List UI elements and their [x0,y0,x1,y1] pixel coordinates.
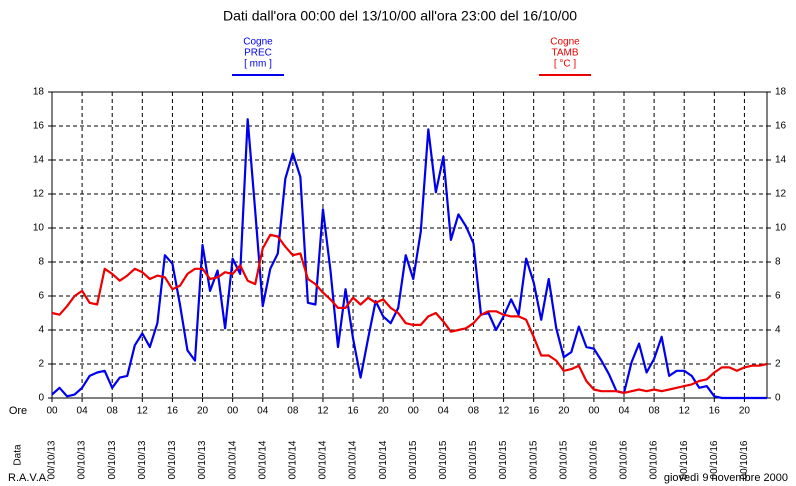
x-tick-label: 08 [649,406,661,417]
x-tick-date: 00/10/15 [558,440,569,479]
y2-tick-label: 6 [775,291,781,302]
x-tick-date: 00/10/15 [408,440,419,479]
x-tick-label: 00 [227,406,239,417]
y2-tick-label: 16 [775,121,787,132]
x-tick-label: 20 [558,406,570,417]
x-tick-label: 08 [107,406,119,417]
y-tick-label: 6 [38,291,44,302]
x-tick-label: 00 [408,406,420,417]
y2-tick-label: 2 [775,359,781,370]
y-tick-label: 12 [33,189,45,200]
x-tick-date: 00/10/16 [619,440,630,479]
x-tick-date: 00/10/13 [167,440,178,479]
x-tick-date: 00/10/13 [47,440,58,479]
x-tick-label: 04 [257,406,269,417]
y-tick-label: 8 [38,257,44,268]
legend-name: Cogne [243,37,273,48]
x-tick-label: 16 [167,406,179,417]
x-tick-label: 04 [618,406,630,417]
x-tick-date: 00/10/16 [679,440,690,479]
x-tick-label: 04 [438,406,450,417]
x-tick-date: 00/10/16 [589,440,600,479]
y2-tick-label: 10 [775,223,787,234]
x-tick-date: 00/10/15 [498,440,509,479]
series-line [51,118,767,400]
x-tick-date: 00/10/16 [739,440,750,479]
series-line [51,233,768,394]
y-tick-label: 16 [33,121,45,132]
plot-frame [51,91,768,399]
legend-variable: TAMB [551,48,578,59]
x-tick-label: 08 [287,406,299,417]
y-tick-label: 18 [33,87,45,98]
x-tick-date: 00/10/13 [197,440,208,479]
x-tick-label: 16 [347,406,359,417]
y2-tick-label: 4 [775,325,781,336]
footer-right: giovedì 9 novembre 2000 [664,472,788,484]
x-tick-label: 08 [468,406,480,417]
x-tick-date: 00/10/14 [318,440,329,479]
x-tick-date: 00/10/13 [77,440,88,479]
y2-tick-label: 12 [775,189,787,200]
x-tick-label: 20 [197,406,209,417]
x-tick-label: 00 [588,406,600,417]
x-tick-label: 16 [709,406,721,417]
x-tick-label: 16 [528,406,540,417]
x-tick-date: 00/10/14 [378,440,389,479]
x-tick-date: 00/10/13 [107,440,118,479]
y2-tick-label: 8 [775,257,781,268]
x-tick-date: 00/10/13 [137,440,148,479]
x-tick-date: 00/10/15 [468,440,479,479]
y2-tick-label: 14 [775,155,787,166]
x-tick-date: 00/10/14 [227,440,238,479]
x-tick-label: 12 [317,406,329,417]
x-tick-date: 00/10/14 [287,440,298,479]
x-tick-label: 20 [378,406,390,417]
x-tick-label: 04 [77,406,89,417]
x-tick-date: 00/10/14 [348,440,359,479]
x-tick-label: 12 [137,406,149,417]
y-tick-label: 2 [38,359,44,370]
footer-left: R.A.V.A. [8,472,49,484]
x-tick-date: 00/10/14 [257,440,268,479]
y-tick-label: 4 [38,325,44,336]
x-tick-date: 00/10/15 [438,440,449,479]
x-tick-label: 20 [739,406,751,417]
y-tick-label: 10 [33,223,45,234]
legend-name: Cogne [550,37,580,48]
x-tick-date: 00/10/16 [649,440,660,479]
x-tick-date: 00/10/15 [528,440,539,479]
x-tick-date: 00/10/16 [709,440,720,479]
legend-unit: [ mm ] [244,59,272,70]
legend-variable: PREC [244,48,272,59]
y2-tick-label: 0 [775,393,781,404]
y-tick-label: 14 [33,155,45,166]
y-tick-label: 0 [38,393,44,404]
x-tick-label: 00 [46,406,58,417]
date-row-label: Data [13,444,24,466]
x-tick-label: 12 [679,406,691,417]
chart-title: Dati dall'ora 00:00 del 13/10/00 all'ora… [223,8,577,24]
legend-unit: [ °C ] [554,59,577,70]
x-row-label: Ore [9,405,27,417]
x-tick-label: 12 [498,406,510,417]
y2-tick-label: 18 [775,87,787,98]
